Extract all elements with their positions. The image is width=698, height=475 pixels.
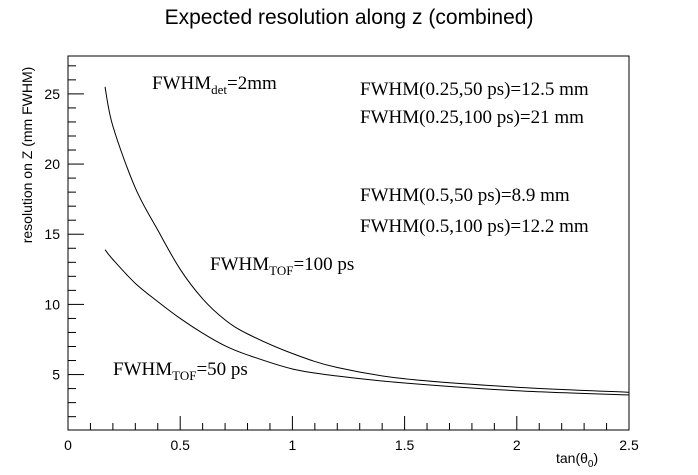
x-tick-label: 1: [289, 437, 297, 453]
curves: [104, 86, 630, 396]
x-tick-label: 1.5: [395, 437, 415, 453]
x-tick-label: 0: [64, 437, 72, 453]
annotation-fwhm-05-100ps: FWHM(0.5,100 ps)=12.2 mm: [360, 216, 589, 237]
series-line-tof-50ps: [104, 249, 630, 396]
y-tick-label: 15: [44, 226, 60, 242]
x-tick-label: 2.5: [619, 437, 639, 453]
annotation-fwhm-det: FWHMdet=2mm: [152, 73, 277, 97]
axes: 0 0.5 1 1.5 2 2.5 5 10 15 20 25: [44, 65, 639, 453]
x-tick-label: 0.5: [170, 437, 190, 453]
annotation-tof-100ps: FWHMTOF=100 ps: [210, 254, 354, 278]
y-axis-label: resolution on Z (mm FWHM): [19, 67, 35, 244]
y-tick-label: 20: [44, 156, 60, 172]
plot-frame: [67, 55, 630, 431]
annotation-fwhm-05-50ps: FWHM(0.5,50 ps)=8.9 mm: [360, 185, 570, 206]
x-axis-label-sub: 0: [588, 459, 594, 470]
annotation-tof-50ps: FWHMTOF=50 ps: [113, 359, 248, 383]
y-tick-label: 25: [44, 86, 60, 102]
y-tick-label: 5: [52, 367, 60, 383]
annotations: FWHMdet=2mm FWHM(0.25,50 ps)=12.5 mm FWHM(…: [113, 73, 589, 383]
x-axis-label: tan(θ0): [556, 450, 598, 470]
y-tick-label: 10: [44, 296, 60, 312]
series-line-tof-100ps: [104, 86, 630, 393]
x-axis-label-main: tan(θ: [556, 450, 588, 466]
annotation-fwhm-025-100ps: FWHM(0.25,100 ps)=21 mm: [360, 107, 584, 128]
chart-title: Expected resolution along z (combined): [165, 6, 534, 29]
x-tick-label: 2: [513, 437, 521, 453]
annotation-fwhm-025-50ps: FWHM(0.25,50 ps)=12.5 mm: [360, 79, 589, 100]
x-axis-label-close: ): [593, 450, 598, 466]
